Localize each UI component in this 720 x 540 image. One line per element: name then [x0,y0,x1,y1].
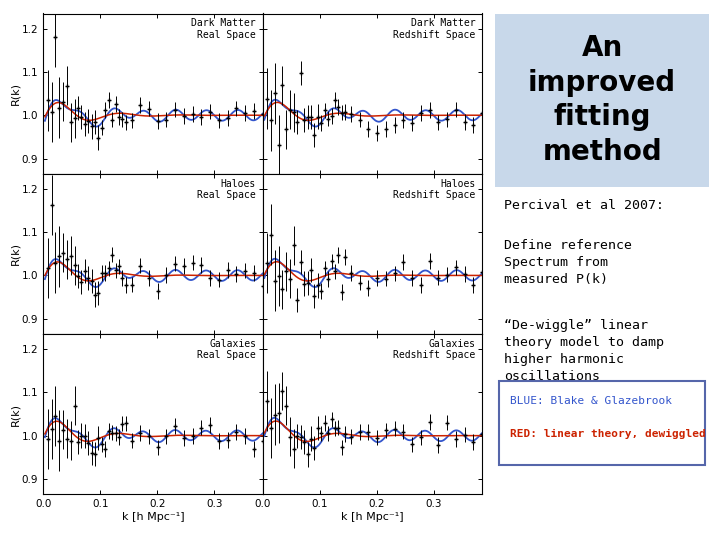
X-axis label: k [h Mpc⁻¹]: k [h Mpc⁻¹] [122,512,184,522]
Text: “De-wiggle” linear
theory model to damp
higher harmonic
oscillations: “De-wiggle” linear theory model to damp … [504,319,664,383]
Text: Galaxies
Real Space: Galaxies Real Space [197,339,256,360]
Bar [495,14,709,186]
Text: Dark Matter
Real Space: Dark Matter Real Space [192,18,256,40]
Text: Haloes
Real Space: Haloes Real Space [197,179,256,200]
Bar [500,381,705,465]
Text: RED: linear theory, dewiggled: RED: linear theory, dewiggled [510,429,706,439]
Y-axis label: R(k): R(k) [10,402,20,426]
Text: Percival et al 2007:: Percival et al 2007: [504,199,664,212]
Text: Galaxies
Redshift Space: Galaxies Redshift Space [393,339,475,360]
Y-axis label: R(k): R(k) [10,82,20,105]
X-axis label: k [h Mpc⁻¹]: k [h Mpc⁻¹] [341,512,404,522]
Text: Haloes
Redshift Space: Haloes Redshift Space [393,179,475,200]
Text: Dark Matter
Redshift Space: Dark Matter Redshift Space [393,18,475,40]
Text: An
improved
fitting
method: An improved fitting method [528,34,676,166]
Text: BLUE: Blake & Glazebrook: BLUE: Blake & Glazebrook [510,396,672,406]
Y-axis label: R(k): R(k) [10,242,20,265]
Text: Define reference
Spectrum from
measured P(k): Define reference Spectrum from measured … [504,239,631,286]
